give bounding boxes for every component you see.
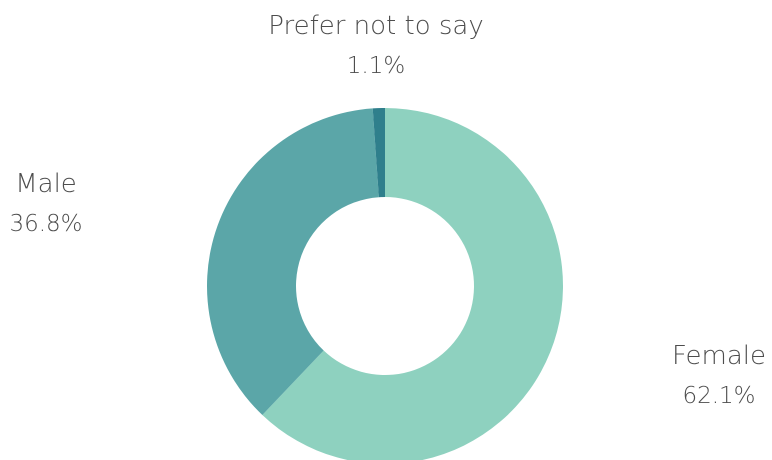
- slice-label-male: Male 36.8%: [0, 164, 98, 244]
- slice-percent-male: 36.8%: [9, 211, 83, 237]
- slice-label-female: Female 62.1%: [664, 336, 772, 416]
- slice-percent-female: 62.1%: [682, 383, 756, 409]
- donut-slice-female: [262, 108, 563, 460]
- donut-slice-male: [207, 108, 379, 415]
- donut-slice-prefer-not-to-say: [372, 108, 385, 198]
- slice-percent-prefer-not-to-say: 1.1%: [346, 53, 406, 79]
- slice-name-prefer-not-to-say: Prefer not to say: [268, 11, 484, 41]
- slice-name-female: Female: [671, 341, 766, 371]
- slice-label-prefer-not-to-say: Prefer not to say 1.1%: [246, 6, 506, 86]
- slice-name-male: Male: [15, 169, 77, 199]
